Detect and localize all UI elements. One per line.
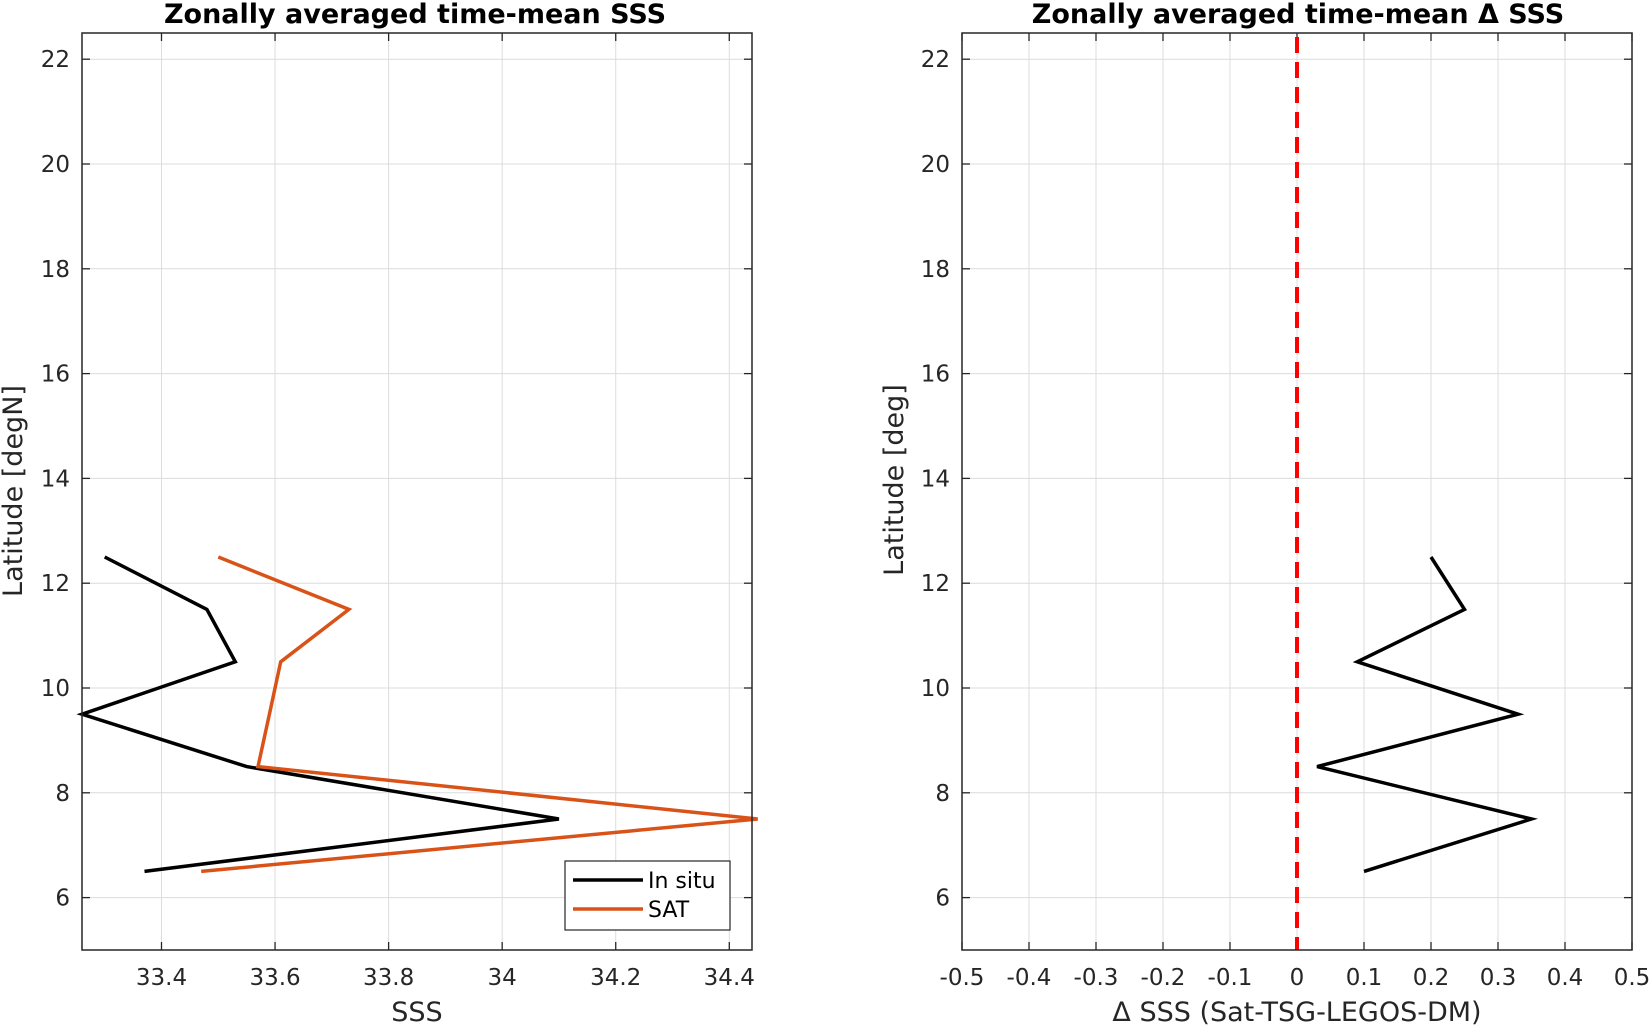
right-y-tick-label: 22 [921,47,950,73]
left-panel: Zonally averaged time-mean SSS 33.4 33.6 3… [0,0,758,1026]
left-x-tick-label: 33.6 [249,965,300,991]
right-series-line-delta-sss [1316,556,1539,874]
legend-label-in-situ: In situ [648,869,716,894]
left-y-tick-label: 12 [41,571,70,597]
left-y-tick-label: 18 [41,257,70,283]
left-plot-area [82,33,752,950]
legend-label-sat: SAT [648,898,690,923]
right-y-tick-label: 12 [921,571,950,597]
left-x-tick-label: 34.2 [590,965,641,991]
left-y-tick-label: 6 [55,886,70,912]
right-x-tick-label: -0.5 [940,965,985,991]
right-y-tick-label: 20 [921,152,950,178]
right-x-tick-label: 0.5 [1614,965,1651,991]
right-chart-title: Zonally averaged time-mean Δ SSS [1032,0,1564,30]
right-axes-box [961,32,1633,951]
left-tick-marks [82,33,752,950]
right-x-tick-label: -0.2 [1141,965,1186,991]
legend-box [564,860,731,931]
left-y-tick-label: 14 [41,466,70,492]
left-x-tick-label: 34 [488,965,517,991]
left-series-line-sat [201,555,758,874]
right-x-tick-labels: -0.5 -0.4 -0.3 -0.2 -0.1 0 0.1 0.2 0.3 0.4 0.5 [940,965,1651,991]
right-y-tick-label: 6 [935,886,950,912]
right-panel: Zonally averaged time-mean Δ SSS -0.5 -0.… [879,0,1650,1026]
left-y-tick-label: 16 [41,362,70,388]
right-x-tick-label: 0.3 [1480,965,1517,991]
left-y-tick-label: 8 [55,781,70,807]
left-x-tick-label: 34.4 [704,965,755,991]
left-x-tick-label: 33.8 [363,965,414,991]
legend: In situ SAT [564,860,731,931]
right-x-tick-label: 0.4 [1547,965,1584,991]
left-x-axis-label: SSS [391,997,442,1026]
right-x-tick-label: 0 [1290,965,1305,991]
left-y-tick-labels: 6 8 10 12 14 16 18 20 22 [41,47,70,911]
right-x-tick-label: -0.1 [1208,965,1253,991]
left-x-tick-labels: 33.4 33.6 33.8 34 34.2 34.4 [136,965,755,991]
left-axes-box [81,32,753,951]
right-y-tick-label: 8 [935,781,950,807]
right-y-axis-label: Latitude [deg] [879,384,910,576]
right-y-tick-labels: 6 8 10 12 14 16 18 20 22 [921,47,950,911]
right-x-tick-label: 0.1 [1346,965,1383,991]
left-y-axis-label: Latitude [degN] [0,385,29,597]
right-x-axis-label: Δ SSS (Sat-TSG-LEGOS-DM) [1112,997,1481,1026]
left-y-tick-label: 22 [41,47,70,73]
left-gridlines [82,33,752,950]
left-y-tick-label: 10 [41,676,70,702]
right-series-lines [1316,556,1539,874]
right-x-tick-label: -0.4 [1007,965,1052,991]
right-y-tick-label: 16 [921,362,950,388]
left-y-tick-label: 20 [41,152,70,178]
right-y-tick-label: 14 [921,466,950,492]
right-tick-marks [961,33,1633,950]
left-x-tick-label: 33.4 [136,965,187,991]
right-x-tick-label: -0.3 [1074,965,1119,991]
right-y-tick-label: 10 [921,676,950,702]
right-y-tick-label: 18 [921,257,950,283]
right-x-tick-label: 0.2 [1413,965,1450,991]
left-chart-title: Zonally averaged time-mean SSS [164,0,666,30]
